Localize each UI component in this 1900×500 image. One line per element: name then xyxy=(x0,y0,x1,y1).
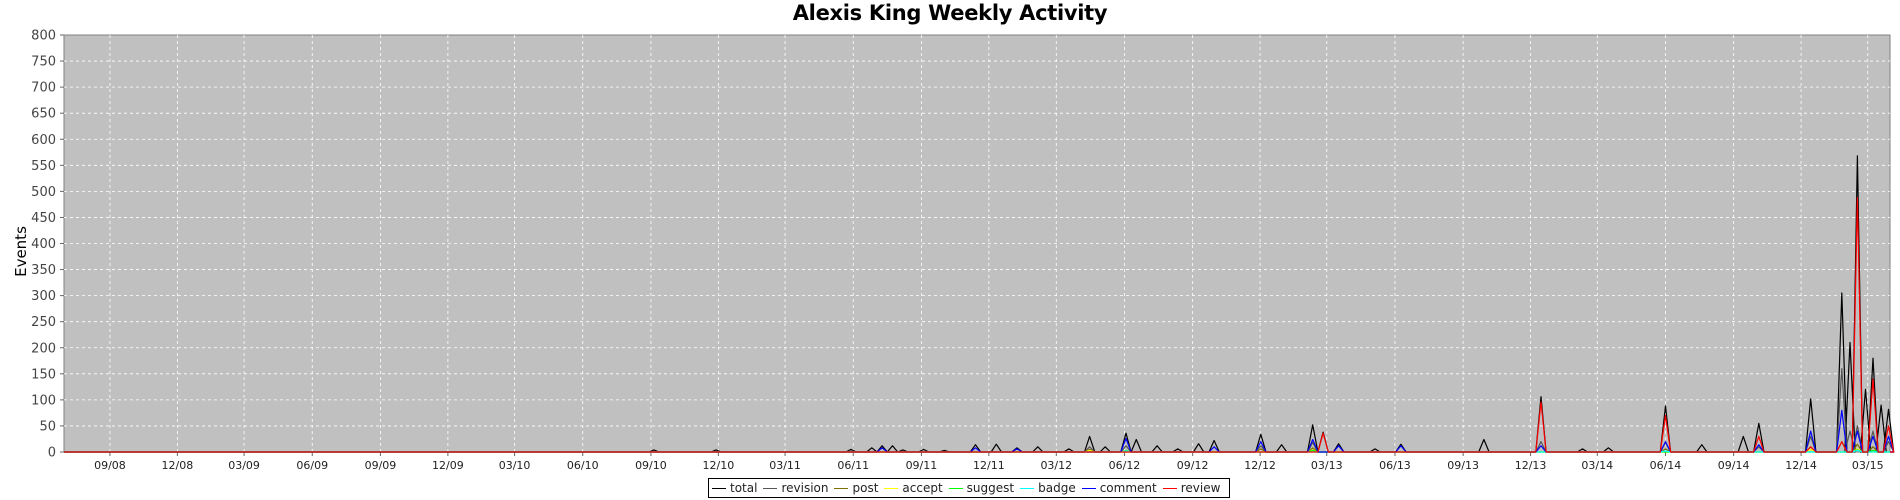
x-tick-label: 03/09 xyxy=(228,459,260,472)
x-tick-label: 12/08 xyxy=(162,459,194,472)
x-tick-label: 03/12 xyxy=(1040,459,1072,472)
y-axis-label: Events xyxy=(12,226,30,277)
y-tick-label: 150 xyxy=(31,367,56,382)
y-tick-label: 250 xyxy=(31,315,56,330)
x-axis: 09/08 12/08 03/09 06/09 09/09 12/09 03/10 06/10… xyxy=(64,452,1890,472)
legend-swatch xyxy=(949,488,963,489)
y-tick-label: 200 xyxy=(31,341,56,356)
legend-label: review xyxy=(1181,481,1221,495)
x-tick-label: 03/14 xyxy=(1581,459,1613,472)
x-tick-label: 06/09 xyxy=(296,459,328,472)
legend-label: accept xyxy=(902,481,942,495)
x-tick-label: 06/12 xyxy=(1109,459,1141,472)
legend-label: total xyxy=(730,481,757,495)
y-tick-label: 350 xyxy=(31,263,56,278)
x-tick-label: 09/08 xyxy=(94,459,126,472)
x-tick-label: 09/14 xyxy=(1718,459,1750,472)
x-tick-label: 03/13 xyxy=(1311,459,1343,472)
x-tick-label: 06/14 xyxy=(1650,459,1682,472)
y-tick-label: 100 xyxy=(31,393,56,408)
y-tick-label: 50 xyxy=(39,419,56,434)
x-tick-label: 09/09 xyxy=(365,459,397,472)
y-tick-label: 500 xyxy=(31,185,56,200)
y-tick-label: 800 xyxy=(31,29,56,44)
legend-swatch xyxy=(1163,488,1177,489)
legend-label: revision xyxy=(781,481,828,495)
legend-swatch xyxy=(763,488,777,489)
legend-item-accept: accept xyxy=(884,481,942,495)
legend-item-badge: badge xyxy=(1020,481,1076,495)
x-tick-label: 06/11 xyxy=(837,459,869,472)
y-tick-label: 550 xyxy=(31,159,56,174)
x-tick-label: 09/13 xyxy=(1447,459,1479,472)
legend-item-total: total xyxy=(712,481,757,495)
x-tick-label: 12/11 xyxy=(973,459,1005,472)
y-tick-label: 450 xyxy=(31,211,56,226)
y-tick-label: 0 xyxy=(48,446,56,461)
legend-label: badge xyxy=(1038,481,1076,495)
x-tick-label: 09/11 xyxy=(906,459,938,472)
x-tick-label: 09/12 xyxy=(1177,459,1209,472)
x-tick-label: 12/13 xyxy=(1515,459,1547,472)
legend-swatch xyxy=(712,488,726,489)
y-tick-label: 750 xyxy=(31,55,56,70)
x-tick-label: 06/13 xyxy=(1379,459,1411,472)
x-tick-label: 06/10 xyxy=(567,459,599,472)
legend-item-comment: comment xyxy=(1082,481,1157,495)
x-tick-label: 03/15 xyxy=(1852,459,1884,472)
y-axis: 0 50 100 150 200 250 300 350 400 450 500 550 600 650 7… xyxy=(31,29,64,461)
legend-swatch xyxy=(884,488,898,489)
legend: total revision post accept suggest badge comme… xyxy=(708,478,1230,498)
x-tick-label: 03/10 xyxy=(499,459,531,472)
legend-item-review: review xyxy=(1163,481,1221,495)
y-tick-label: 300 xyxy=(31,289,56,304)
y-tick-label: 400 xyxy=(31,237,56,252)
legend-label: comment xyxy=(1100,481,1157,495)
y-tick-label: 650 xyxy=(31,107,56,122)
legend-label: post xyxy=(852,481,878,495)
legend-swatch xyxy=(1082,488,1096,489)
legend-label: suggest xyxy=(967,481,1014,495)
y-tick-label: 600 xyxy=(31,133,56,148)
legend-swatch xyxy=(1020,488,1034,489)
x-tick-label: 12/09 xyxy=(432,459,464,472)
legend-swatch xyxy=(834,488,848,489)
legend-item-revision: revision xyxy=(763,481,828,495)
x-tick-label: 12/12 xyxy=(1244,459,1276,472)
legend-item-post: post xyxy=(834,481,878,495)
y-tick-label: 700 xyxy=(31,81,56,96)
legend-item-suggest: suggest xyxy=(949,481,1014,495)
x-tick-label: 12/10 xyxy=(703,459,735,472)
x-tick-label: 09/10 xyxy=(635,459,667,472)
x-tick-label: 12/14 xyxy=(1785,459,1817,472)
x-tick-label: 03/11 xyxy=(769,459,801,472)
